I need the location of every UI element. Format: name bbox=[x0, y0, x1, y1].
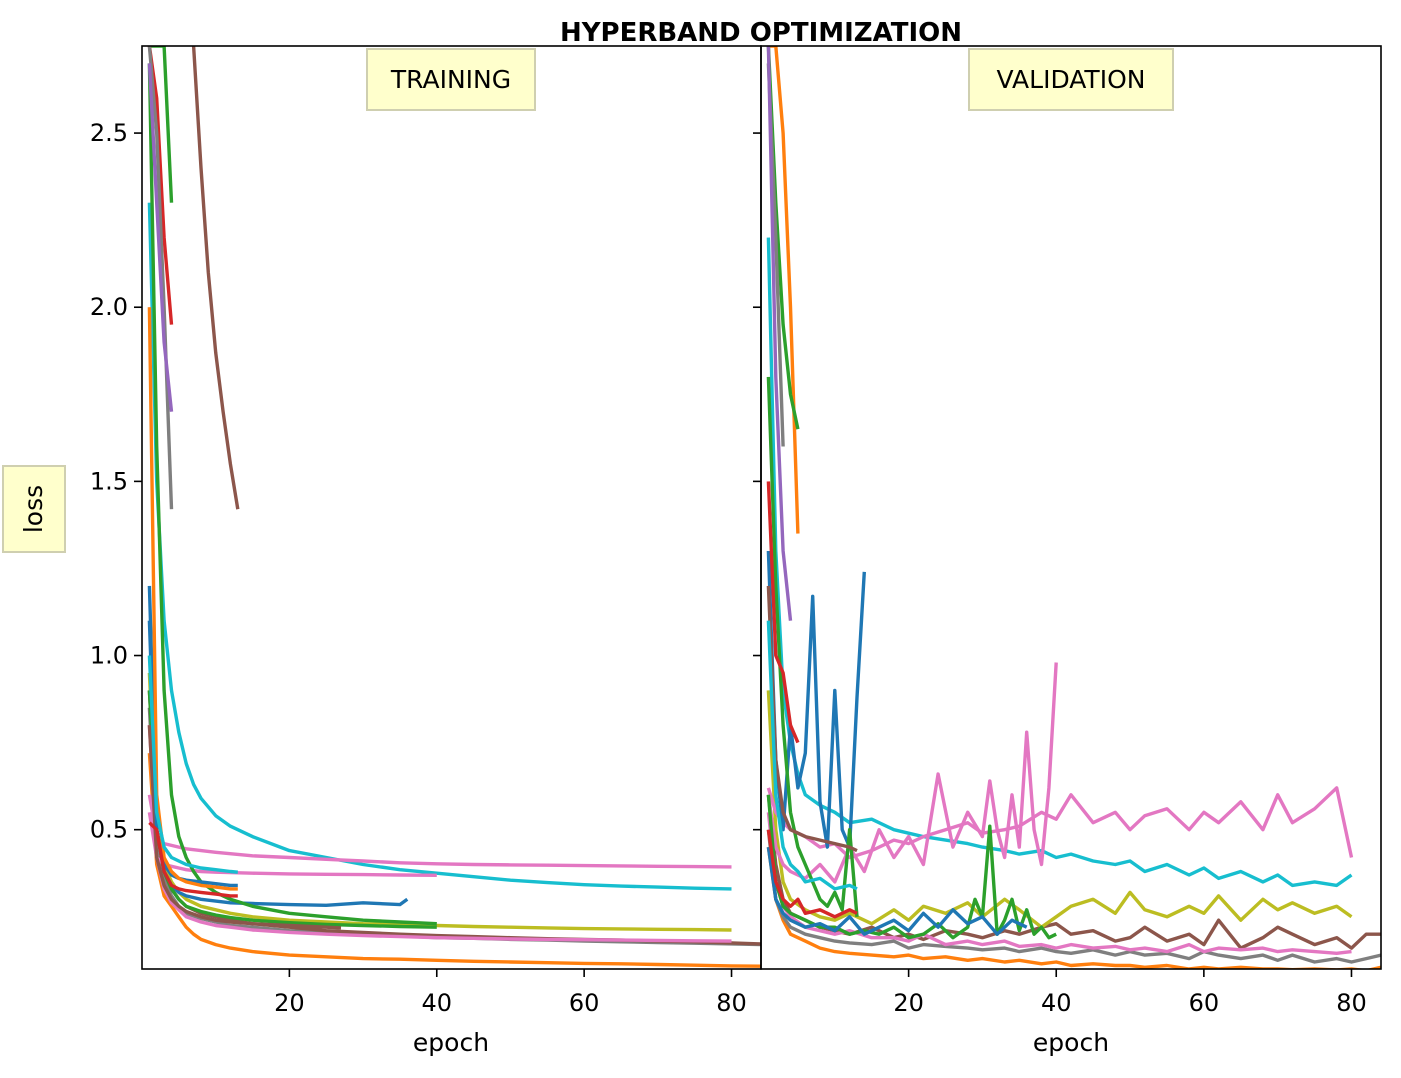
training-series-line-17 bbox=[147, 63, 174, 412]
training-series-line-1 bbox=[147, 752, 761, 968]
validation-series-line-10 bbox=[766, 794, 1057, 940]
training-x-tick-label: 40 bbox=[421, 989, 452, 1017]
validation-series-line-7 bbox=[766, 786, 1354, 860]
validation-series-line-1 bbox=[766, 846, 1381, 969]
training-y-tick-label: 1.0 bbox=[90, 642, 128, 670]
training-series-line-6 bbox=[147, 202, 732, 891]
validation-x-axis-label: epoch bbox=[1033, 1028, 1109, 1057]
training-series-line-7 bbox=[147, 794, 732, 869]
y-axis-label: loss bbox=[19, 485, 48, 533]
validation-title-box-background bbox=[968, 48, 1174, 111]
validation-series-line-20 bbox=[766, 829, 858, 919]
validation-series-line-13 bbox=[766, 585, 858, 853]
training-y-tick-label: 2.0 bbox=[90, 293, 128, 321]
training-x-axis-label: epoch bbox=[413, 1028, 489, 1057]
training-title: TRAINING bbox=[390, 65, 511, 94]
training-ticks: 20 40 60 80 0.5 1.0 1.5 2.0 2.5 bbox=[90, 119, 747, 1017]
validation-axes-frame bbox=[760, 45, 1382, 970]
training-series-group bbox=[147, 46, 761, 968]
training-y-tick-label: 1.5 bbox=[90, 467, 128, 495]
validation-series-line-16 bbox=[766, 481, 800, 744]
training-y-tick-label: 0.5 bbox=[90, 816, 128, 844]
validation-plot-area bbox=[766, 46, 1381, 969]
y-axis-label-box-background bbox=[2, 465, 66, 553]
training-x-tick-label: 20 bbox=[274, 989, 305, 1017]
training-plot-area bbox=[147, 46, 761, 968]
training-x-tick-label: 80 bbox=[716, 989, 747, 1017]
validation-series-line-2 bbox=[766, 829, 1381, 964]
training-series-line-14 bbox=[149, 46, 174, 203]
validation-x-tick-label: 40 bbox=[1041, 989, 1072, 1017]
training-series-line-20 bbox=[148, 821, 238, 898]
training-series-line-16 bbox=[147, 46, 174, 510]
training-panel: 20 40 60 80 0.5 1.0 1.5 2.0 2.5 TRAINING epoch l… bbox=[2, 45, 762, 1057]
training-series-line-4 bbox=[147, 725, 732, 943]
training-title-box-background bbox=[366, 48, 536, 111]
validation-series-group bbox=[766, 46, 1381, 969]
figure-title: HYPERBAND OPTIMIZATION bbox=[560, 18, 962, 48]
training-series-line-21 bbox=[147, 655, 238, 874]
validation-title-box: VALIDATION bbox=[968, 48, 1174, 111]
training-y-tick-label: 2.5 bbox=[90, 119, 128, 147]
validation-series-line-11 bbox=[766, 376, 859, 917]
training-series-line-13 bbox=[191, 46, 240, 510]
validation-series-line-12 bbox=[766, 846, 1028, 936]
validation-series-line-14 bbox=[768, 46, 800, 534]
validation-ticks: 20 40 60 80 bbox=[753, 132, 1367, 1017]
y-axis-label-box: loss bbox=[2, 465, 66, 553]
validation-x-tick-label: 80 bbox=[1336, 989, 1367, 1017]
validation-x-tick-label: 60 bbox=[1189, 989, 1220, 1017]
validation-series-line-18 bbox=[766, 46, 793, 621]
training-series-line-12 bbox=[147, 725, 342, 930]
training-x-tick-label: 60 bbox=[569, 989, 600, 1017]
validation-x-tick-label: 20 bbox=[893, 989, 924, 1017]
validation-series-line-6 bbox=[766, 237, 1353, 888]
validation-title: VALIDATION bbox=[997, 65, 1146, 94]
training-title-box: TRAINING bbox=[366, 48, 536, 111]
validation-series-line-19 bbox=[766, 620, 858, 891]
validation-panel: 20 40 60 80 VALIDATION epoch bbox=[753, 45, 1382, 1057]
validation-series-line-4 bbox=[766, 812, 1352, 955]
